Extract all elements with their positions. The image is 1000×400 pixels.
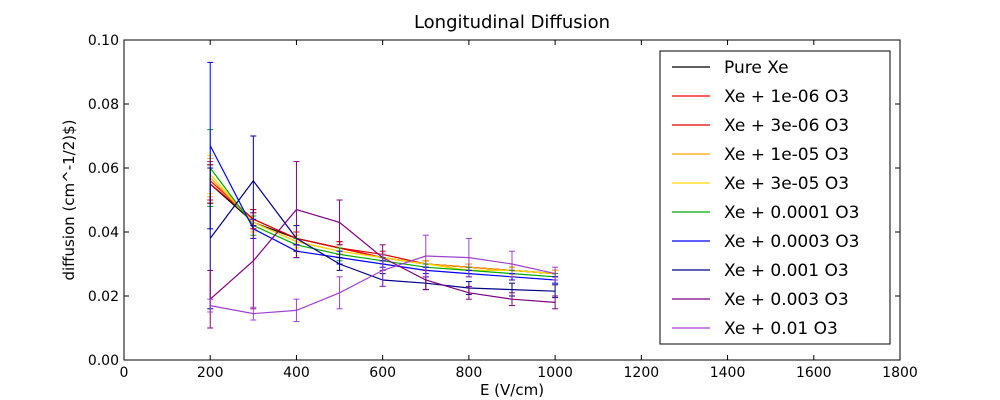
x-tick-label: 1000 xyxy=(537,365,573,381)
legend-label: Xe + 0.001 O3 xyxy=(724,261,849,281)
series-layer xyxy=(207,61,559,329)
axes-layer: 0 200 400 600 800 1000 1200 1400 1600 1800 0.00 0.0… xyxy=(88,33,918,381)
x-axis-label: E (V/cm) xyxy=(480,381,544,399)
x-tick-label: 800 xyxy=(456,365,483,381)
legend-label: Xe + 0.003 O3 xyxy=(724,290,849,310)
y-tick-label: 0.00 xyxy=(88,353,119,369)
x-tick-label: 600 xyxy=(369,365,396,381)
legend-label: Xe + 3e-06 O3 xyxy=(724,116,849,136)
x-tick-label: 1200 xyxy=(624,365,660,381)
y-axis-label: diffusion (cm^-1/2)$) xyxy=(60,119,78,280)
legend-label: Xe + 1e-05 O3 xyxy=(724,145,849,165)
y-tick-label: 0.04 xyxy=(88,225,119,241)
chart-title: Longitudinal Diffusion xyxy=(414,12,610,33)
y-tick-label: 0.06 xyxy=(88,161,119,177)
legend-label: Xe + 1e-06 O3 xyxy=(724,87,849,107)
y-tick-label: 0.02 xyxy=(88,289,119,305)
x-tick-label: 200 xyxy=(197,365,224,381)
legend-label: Pure Xe xyxy=(724,58,789,78)
legend-label: Xe + 0.01 O3 xyxy=(724,319,838,339)
y-tick-label: 0.08 xyxy=(88,97,119,113)
x-tick-label: 1800 xyxy=(882,365,918,381)
legend-label: Xe + 3e-05 O3 xyxy=(724,174,849,194)
legend-label: Xe + 0.0003 O3 xyxy=(724,232,859,252)
y-tick-label: 0.10 xyxy=(88,33,119,49)
x-tick-label: 0 xyxy=(120,365,129,381)
legend-label: Xe + 0.0001 O3 xyxy=(724,203,859,223)
legend: Pure Xe Xe + 1e-06 O3 Xe + 3e-06 O3 Xe + 1e… xyxy=(659,50,891,345)
legend-box xyxy=(659,50,891,345)
x-tick-label: 1400 xyxy=(710,365,746,381)
series-9 xyxy=(207,234,559,323)
x-tick-label: 400 xyxy=(283,365,310,381)
x-tick-label: 1600 xyxy=(796,365,832,381)
